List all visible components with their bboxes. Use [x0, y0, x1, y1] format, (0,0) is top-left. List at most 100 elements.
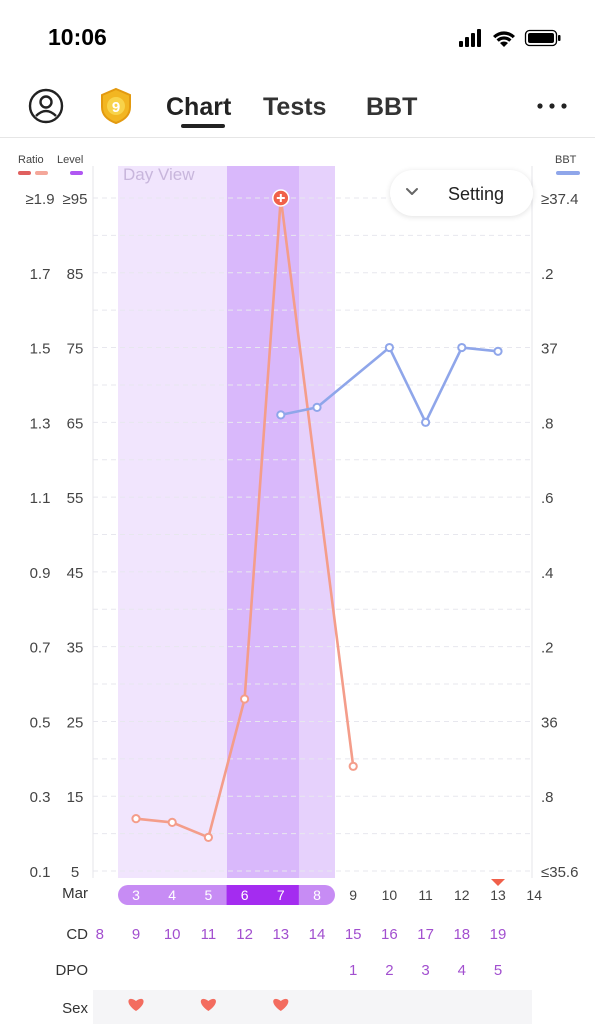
top-nav: 9 Chart Tests BBT: [0, 75, 595, 138]
date-label: 14: [526, 887, 542, 903]
cd-value: 13: [272, 926, 289, 943]
bbt-axis: ≥37.4 .2 37 .8 .6 .4 .2 36 .8 ≤35.6: [541, 191, 578, 881]
peak-plus-icon: [276, 194, 285, 202]
level-axis: ≥95 85 75 65 55 45 35 25 15 5: [63, 191, 88, 881]
lh-point: [131, 814, 141, 824]
tab-tests[interactable]: Tests: [263, 93, 327, 121]
ratio-tick-label: ≥1.9: [25, 191, 54, 208]
cd-value: 9: [132, 926, 140, 943]
dpo-value: 3: [421, 962, 429, 979]
legend: Ratio Level BBT: [18, 154, 580, 175]
level-tick-label: 35: [67, 640, 84, 657]
battery-icon: [524, 29, 561, 47]
cd-value: 19: [490, 926, 507, 943]
cd-value: 16: [381, 926, 398, 943]
level-tick-label: 55: [67, 490, 84, 507]
bbt-tick-label: .6: [541, 490, 554, 507]
cd-label: CD: [66, 926, 88, 943]
ratio-tick-label: 1.7: [30, 266, 51, 283]
bbt-tick-label: 37: [541, 341, 558, 358]
lh-point: [203, 832, 213, 842]
badge-number: 9: [112, 99, 120, 116]
heart-icon: [200, 998, 216, 1011]
level-tick-label: 65: [67, 415, 84, 432]
bbt-tick-label: ≥37.4: [541, 191, 578, 208]
bbt-point: [457, 342, 467, 353]
date-label: 7: [277, 887, 285, 903]
level-tick-label: ≥95: [63, 191, 88, 208]
cd-value: 8: [96, 926, 104, 943]
ratio-axis: ≥1.9 1.7 1.5 1.3 1.1 0.9 0.7 0.5 0.3 0.1: [25, 191, 54, 881]
cd-value: 18: [453, 926, 470, 943]
legend-level-swatch: [70, 171, 83, 175]
bbt-point: [312, 402, 322, 412]
cycle-chart[interactable]: Ratio Level BBT Day View ≥1.9 1.7 1.5 1.3 1.…: [0, 140, 595, 1024]
level-tick-label: 25: [67, 714, 84, 731]
dpo-value: 5: [494, 962, 502, 979]
level-tick-label: 5: [71, 864, 79, 881]
cd-value: 11: [201, 926, 217, 943]
legend-ratio-swatch-light: [35, 171, 48, 175]
legend-bbt-label: BBT: [555, 154, 577, 166]
bbt-point: [276, 410, 286, 420]
legend-level-label: Level: [57, 154, 83, 166]
ratio-tick-label: 0.9: [30, 565, 51, 582]
bbt-tick-label: .8: [541, 789, 554, 806]
high-date-pill: [226, 885, 299, 905]
date-label: 3: [132, 887, 140, 903]
setting-button[interactable]: Setting: [390, 170, 533, 216]
today-marker-icon: [491, 879, 505, 886]
setting-label: Setting: [448, 184, 505, 204]
ratio-tick-label: 0.7: [30, 640, 51, 657]
bbt-tick-label: .2: [541, 266, 554, 283]
day-view-label: Day View: [123, 165, 195, 184]
dpo-label: DPO: [55, 962, 88, 979]
date-label: 6: [241, 887, 249, 903]
tab-chart[interactable]: Chart: [166, 93, 232, 121]
level-tick-label: 75: [67, 341, 84, 358]
month-label: Mar: [62, 885, 88, 902]
tab-bbt[interactable]: BBT: [366, 93, 418, 121]
ratio-tick-label: 1.1: [30, 490, 51, 507]
legend-ratio-label: Ratio: [18, 154, 44, 166]
lh-point: [240, 694, 250, 704]
ratio-tick-label: 1.3: [30, 415, 51, 432]
level-tick-label: 85: [67, 266, 84, 283]
date-label: 11: [418, 887, 433, 903]
level-tick-label: 15: [67, 789, 84, 806]
lh-level-series: [131, 189, 358, 842]
dpo-value: 2: [385, 962, 393, 979]
cd-value: 14: [309, 926, 326, 943]
status-time: 10:06: [48, 24, 107, 50]
heart-icon: [128, 998, 144, 1011]
active-tab-underline: [181, 124, 225, 128]
date-label: 5: [205, 887, 213, 903]
bbt-tick-label: 36: [541, 714, 558, 731]
more-icon[interactable]: [536, 101, 568, 111]
profile-icon[interactable]: [28, 88, 64, 124]
date-label: 10: [382, 887, 398, 903]
ratio-tick-label: 0.1: [30, 864, 51, 881]
legend-ratio-swatch-dark: [18, 171, 31, 175]
date-label: 4: [168, 887, 176, 903]
date-label: 13: [490, 887, 506, 903]
bbt-point: [384, 342, 394, 353]
fertile-window-band: [118, 166, 227, 878]
cd-value: 17: [417, 926, 434, 943]
cd-value: 15: [345, 926, 362, 943]
heart-icon: [273, 998, 289, 1011]
date-label: 8: [313, 887, 321, 903]
level-badge-icon[interactable]: 9: [98, 87, 134, 125]
ratio-tick-label: 1.5: [30, 341, 51, 358]
gridlines: [92, 166, 533, 878]
bbt-series: [276, 342, 503, 427]
bbt-line: [280, 346, 499, 424]
bbt-point: [493, 346, 503, 356]
lh-point: [348, 761, 358, 771]
sex-row-bg: [93, 990, 532, 1024]
cd-value: 12: [236, 926, 253, 943]
wifi-icon: [493, 31, 515, 47]
bbt-tick-label: .2: [541, 640, 554, 657]
signal-icon: [459, 29, 481, 47]
